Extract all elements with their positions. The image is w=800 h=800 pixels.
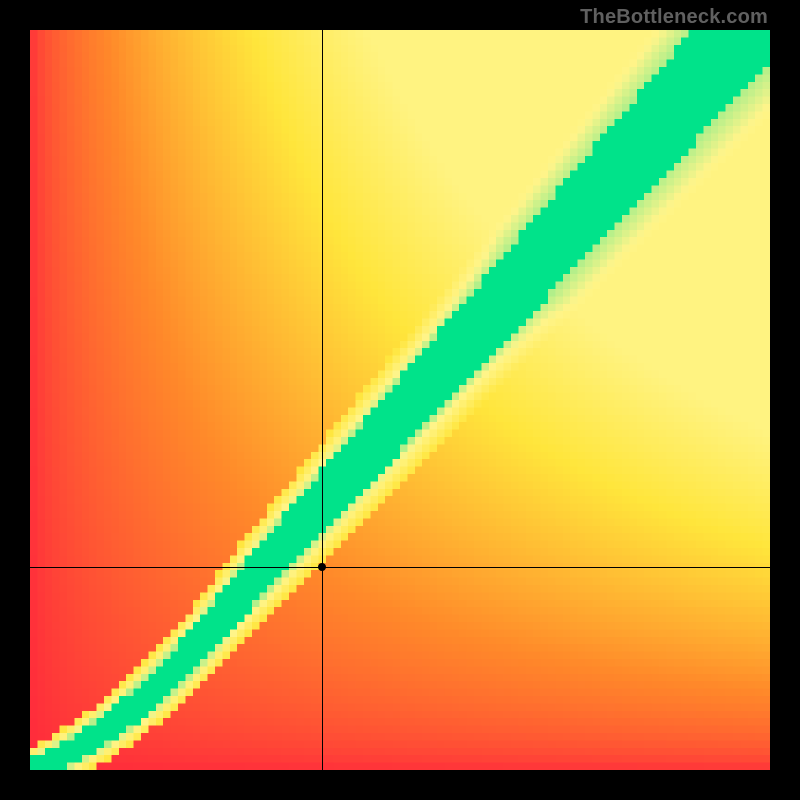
bottleneck-heatmap — [30, 30, 770, 770]
crosshair-marker — [318, 563, 326, 571]
plot-frame — [30, 30, 770, 770]
crosshair-vertical — [322, 30, 323, 770]
watermark-text: TheBottleneck.com — [580, 6, 768, 29]
crosshair-horizontal — [30, 567, 770, 568]
